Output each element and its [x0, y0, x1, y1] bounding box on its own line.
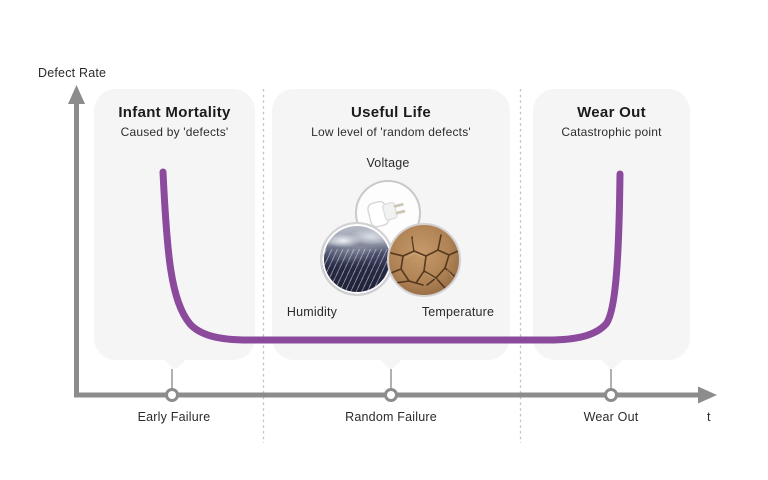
axis-marker-wear-out [604, 388, 618, 402]
rain-texture [322, 249, 392, 294]
y-axis-label: Defect Rate [38, 66, 107, 80]
y-axis-arrowhead-icon [68, 85, 85, 104]
x-tick-random-failure: Random Failure [345, 410, 437, 424]
panel-wear-out-title: Wear Out [577, 104, 646, 121]
panel-useful-life-subtitle: Low level of 'random defects' [311, 125, 471, 139]
bathtub-curve-line [159, 168, 624, 344]
axis-marker-early-failure [165, 388, 179, 402]
panel-infant-mortality-title: Infant Mortality [118, 104, 231, 121]
power-plug-icon [367, 200, 406, 244]
axis-marker-random-failure [384, 388, 398, 402]
panel-infant-mortality-subtitle: Caused by 'defects' [120, 125, 229, 139]
x-axis-arrowhead-icon [698, 386, 717, 404]
x-tick-early-failure: Early Failure [137, 410, 211, 424]
voltage-label: Voltage [366, 156, 410, 170]
humidity-label: Humidity [286, 305, 338, 319]
x-tick-wear-out: Wear Out [583, 410, 639, 424]
humidity-photo-circle [320, 222, 394, 296]
temperature-label: Temperature [421, 305, 495, 319]
panel-useful-life-title: Useful Life [351, 104, 431, 121]
cracked-earth-texture [389, 225, 459, 295]
temperature-photo-circle [387, 223, 461, 297]
panel-wear-out-subtitle: Catastrophic point [561, 125, 662, 139]
x-axis-end-label: t [707, 410, 711, 424]
panel-infant-mortality: Infant Mortality Caused by 'defects' [94, 89, 255, 371]
